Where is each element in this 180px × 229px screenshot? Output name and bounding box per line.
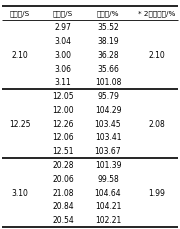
Text: 99.58: 99.58 — [97, 174, 119, 183]
Text: 103.67: 103.67 — [95, 147, 121, 156]
Text: 3.06: 3.06 — [55, 64, 71, 73]
Text: 21.08: 21.08 — [52, 188, 74, 197]
Text: 加入量/S: 加入量/S — [10, 11, 30, 17]
Text: 104.29: 104.29 — [95, 105, 121, 114]
Text: 2.97: 2.97 — [55, 23, 71, 32]
Text: 103.41: 103.41 — [95, 133, 121, 142]
Text: 38.19: 38.19 — [97, 37, 119, 46]
Text: 101.08: 101.08 — [95, 78, 121, 87]
Text: 3.00: 3.00 — [55, 50, 71, 60]
Text: 20.28: 20.28 — [52, 160, 74, 169]
Text: 35.66: 35.66 — [97, 64, 119, 73]
Text: 104.21: 104.21 — [95, 202, 121, 211]
Text: 12.25: 12.25 — [9, 119, 31, 128]
Text: 测量值/S: 测量值/S — [53, 11, 73, 17]
Text: 2.10: 2.10 — [148, 50, 165, 60]
Text: 回收率/%: 回收率/% — [97, 11, 119, 17]
Text: * 2标准偏差/%: * 2标准偏差/% — [138, 11, 175, 17]
Text: 3.04: 3.04 — [55, 37, 71, 46]
Text: 35.52: 35.52 — [97, 23, 119, 32]
Text: 20.06: 20.06 — [52, 174, 74, 183]
Text: 102.21: 102.21 — [95, 215, 121, 224]
Text: 3.11: 3.11 — [55, 78, 71, 87]
Text: 101.39: 101.39 — [95, 160, 121, 169]
Text: 95.79: 95.79 — [97, 92, 119, 101]
Text: 12.51: 12.51 — [52, 147, 74, 156]
Text: 12.05: 12.05 — [52, 92, 74, 101]
Text: 104.64: 104.64 — [95, 188, 121, 197]
Text: 1.99: 1.99 — [148, 188, 165, 197]
Text: 12.00: 12.00 — [52, 105, 74, 114]
Text: 3.10: 3.10 — [11, 188, 28, 197]
Text: 36.28: 36.28 — [97, 50, 119, 60]
Text: 20.84: 20.84 — [52, 202, 74, 211]
Text: 2.08: 2.08 — [148, 119, 165, 128]
Text: 103.45: 103.45 — [95, 119, 121, 128]
Text: 12.26: 12.26 — [52, 119, 74, 128]
Text: 2.10: 2.10 — [11, 50, 28, 60]
Text: 20.54: 20.54 — [52, 215, 74, 224]
Text: 12.06: 12.06 — [52, 133, 74, 142]
